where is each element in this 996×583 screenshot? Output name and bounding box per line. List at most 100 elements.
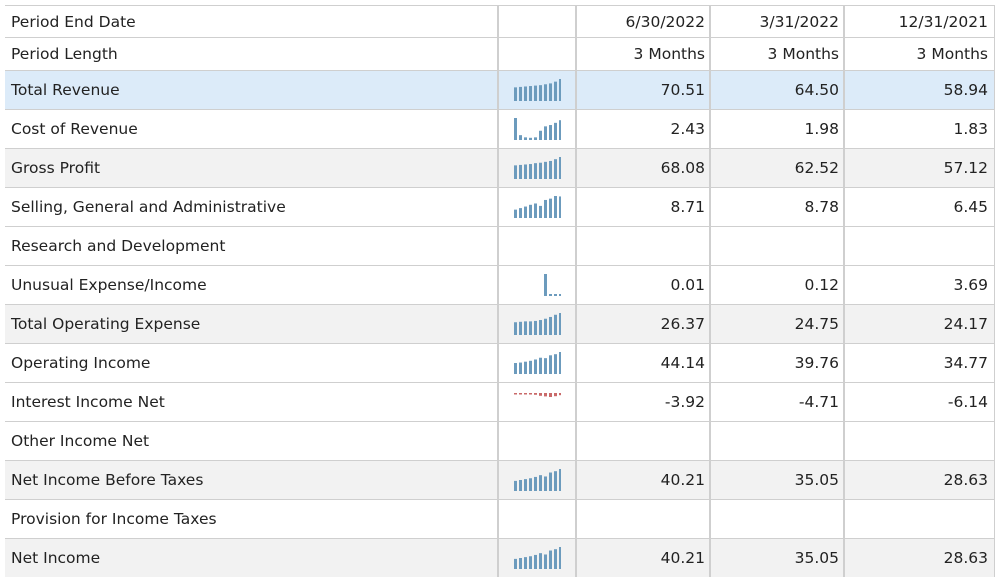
value-cell: 58.94: [843, 71, 995, 109]
value-cell: 2.43: [575, 110, 709, 148]
sparkline-bar: [519, 362, 522, 374]
sparkline-bar: [524, 361, 527, 374]
value-cell: 35.05: [709, 539, 843, 577]
row-label: Net Income: [11, 549, 101, 567]
sparkline-bar: [534, 137, 537, 140]
sparkline-cell: [497, 461, 575, 499]
sparkline-chart: [514, 393, 561, 397]
sparkline-cell: [497, 539, 575, 577]
sparkline-bar: [554, 549, 557, 569]
sparkline-bar: [554, 81, 557, 101]
sparkline-bar: [544, 274, 547, 296]
sparkline-bar: [559, 393, 561, 396]
table-row[interactable]: Total Operating Expense 26.37 24.75 24.17: [5, 304, 995, 343]
table-row[interactable]: Cost of Revenue 2.43 1.98 1.83: [5, 109, 995, 148]
value-cell: 1.83: [843, 110, 995, 148]
sparkline-bar: [554, 393, 557, 397]
table-row[interactable]: Research and Development: [5, 226, 995, 265]
value-cell: 28.63: [843, 539, 995, 577]
row-label: Other Income Net: [11, 432, 150, 450]
table-row[interactable]: Operating Income 44.14 39.76 34.77: [5, 343, 995, 382]
sparkline-bar: [529, 360, 532, 374]
value-cell: 24.17: [843, 305, 995, 343]
table-row[interactable]: Provision for Income Taxes: [5, 499, 995, 538]
value-cell: 39.76: [709, 344, 843, 382]
sparkline-bar: [514, 558, 517, 569]
sparkline-bar: [524, 206, 527, 218]
value-cell: 8.78: [709, 188, 843, 226]
sparkline-bar: [549, 294, 552, 296]
sparkline-bar: [519, 86, 522, 101]
sparkline-bar: [544, 318, 547, 335]
table-row[interactable]: Total Revenue 70.51 64.50 58.94: [5, 70, 995, 109]
sparkline-bar: [534, 320, 537, 335]
row-label: Gross Profit: [11, 159, 101, 177]
sparkline-bar: [544, 476, 547, 491]
sparkline-bar: [559, 157, 561, 179]
sparkline-bar: [539, 205, 542, 218]
sparkline-bar: [519, 393, 522, 395]
sparkline-cell: [497, 188, 575, 226]
sparkline-bar: [554, 122, 557, 140]
sparkline-bar: [534, 393, 537, 395]
sparkline-bar: [524, 479, 527, 491]
sparkline-bar: [519, 164, 522, 179]
header-row-period-length: Period Length 3 Months 3 Months 3 Months: [5, 37, 995, 70]
spark-header-cell: [497, 38, 575, 70]
sparkline-bar: [519, 558, 522, 569]
sparkline-chart: [514, 196, 561, 218]
sparkline-bar: [544, 358, 547, 374]
sparkline-bar: [539, 475, 542, 491]
sparkline-bar: [539, 553, 542, 569]
sparkline-bar: [529, 478, 532, 491]
value-cell: 28.63: [843, 461, 995, 499]
value-cell: 68.08: [575, 149, 709, 187]
table-row[interactable]: Net Income Before Taxes 40.21 35.05 28.63: [5, 460, 995, 499]
sparkline-chart: [514, 157, 561, 179]
table-row[interactable]: Interest Income Net -3.92 -4.71 -6.14: [5, 382, 995, 421]
table-row[interactable]: Selling, General and Administrative 8.71 8…: [5, 187, 995, 226]
sparkline-bar: [554, 471, 557, 491]
sparkline-cell: [497, 227, 575, 265]
sparkline-cell: [497, 266, 575, 304]
sparkline-bar: [554, 314, 557, 335]
sparkline-bar: [524, 164, 527, 179]
table-row[interactable]: Unusual Expense/Income 0.01 0.12 3.69: [5, 265, 995, 304]
sparkline-bar: [529, 204, 532, 218]
sparkline-bar: [554, 159, 557, 179]
row-label: Research and Development: [11, 237, 226, 255]
value-cell: [843, 422, 995, 460]
sparkline-bar: [549, 472, 552, 491]
sparkline-bar: [514, 165, 517, 179]
sparkline-bar: [549, 125, 552, 140]
sparkline-bar: [549, 198, 552, 218]
sparkline-bar: [544, 393, 547, 397]
sparkline-bar: [559, 469, 561, 491]
sparkline-cell: [497, 305, 575, 343]
sparkline-bar: [529, 393, 532, 395]
sparkline-bar: [539, 320, 542, 335]
value-cell: 3.69: [843, 266, 995, 304]
table-row[interactable]: Net Income 40.21 35.05 28.63: [5, 538, 995, 577]
sparkline-bar: [514, 322, 517, 335]
period-length-3: 3 Months: [843, 38, 995, 70]
sparkline-bar: [534, 85, 537, 101]
sparkline-bar: [549, 393, 552, 397]
sparkline-bar: [549, 160, 552, 179]
value-cell: 6.45: [843, 188, 995, 226]
table-row[interactable]: Other Income Net: [5, 421, 995, 460]
period-end-date-1: 6/30/2022: [575, 6, 709, 37]
sparkline-bar: [554, 354, 557, 374]
sparkline-bar: [514, 393, 517, 395]
table-row[interactable]: Gross Profit 68.08 62.52 57.12: [5, 148, 995, 187]
value-cell: [709, 422, 843, 460]
sparkline-cell: [497, 71, 575, 109]
value-cell: -3.92: [575, 383, 709, 421]
sparkline-chart: [514, 313, 561, 335]
period-length-1: 3 Months: [575, 38, 709, 70]
sparkline-bar: [544, 161, 547, 179]
sparkline-bar: [539, 393, 542, 396]
sparkline-bar: [524, 137, 527, 140]
value-cell: 40.21: [575, 539, 709, 577]
sparkline-cell: [497, 500, 575, 538]
